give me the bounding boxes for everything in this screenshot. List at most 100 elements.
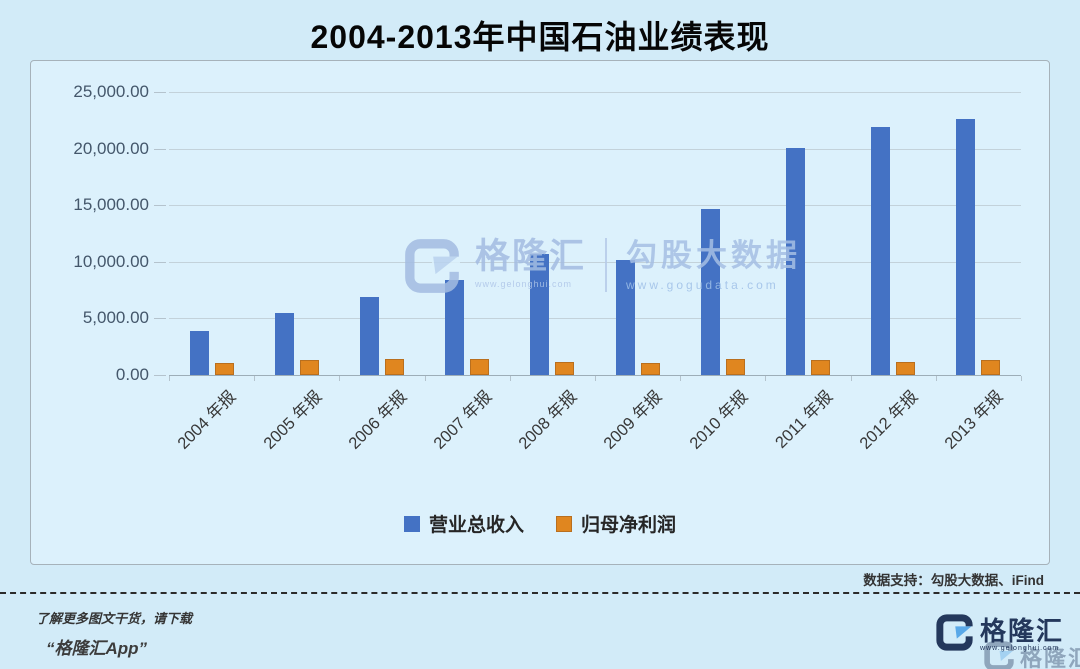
revenue-bar-2005 xyxy=(274,312,294,375)
watermark-product: 勾股大数据 xyxy=(626,238,802,273)
y-tick-label: 15,000.00 xyxy=(73,195,149,215)
x-tick-mark xyxy=(765,376,767,381)
legend-label-revenue: 营业总收入 xyxy=(428,515,524,536)
x-axis-label: 2004 年报 xyxy=(174,387,240,453)
x-tick-mark xyxy=(1021,376,1022,381)
revenue-bar-2013 xyxy=(956,119,976,375)
footer-brand-ghost: 格隆汇 xyxy=(1019,645,1080,669)
y-tick-label: 10,000.00 xyxy=(73,251,149,271)
gridline xyxy=(169,318,1021,320)
y-tick-mark xyxy=(154,148,166,150)
bar-group-2008 xyxy=(510,92,595,375)
x-tick-mark xyxy=(424,376,426,381)
gridline xyxy=(169,261,1021,263)
y-tick-mark xyxy=(154,318,166,320)
x-tick-mark xyxy=(339,376,341,381)
chart-panel: 25,000.00 20,000.00 15,000.00 10,000.00 5,00… xyxy=(30,60,1050,565)
bar-group-2011 xyxy=(765,92,850,375)
bar-group-2012 xyxy=(851,92,936,375)
y-tick-label: 5,000.00 xyxy=(82,308,149,328)
legend-swatch-revenue xyxy=(403,515,420,532)
y-tick-label: 25,000.00 xyxy=(73,82,149,101)
bar-group-2005 xyxy=(254,92,339,375)
revenue-bar-2004 xyxy=(189,331,209,375)
watermark: 格隆汇 www.gelonghui.com 勾股大数据 www.gogudata… xyxy=(404,237,802,299)
legend-label-profit: 归母净利润 xyxy=(581,515,677,536)
x-axis-label: 2012 年报 xyxy=(856,387,922,453)
x-axis-label: 2011 年报 xyxy=(771,387,837,452)
x-tick-mark xyxy=(595,376,596,381)
x-tick-mark xyxy=(509,376,511,381)
footer-promo-line1: 了解更多图文干货，请下载 xyxy=(36,611,193,626)
profit-bar-2005 xyxy=(299,359,319,375)
bar-group-2010 xyxy=(680,92,765,375)
x-axis: 2004 年报 2005 年报 2006 年报 2007 年报 2008 年报 2009 … xyxy=(169,376,1022,516)
x-tick-mark xyxy=(935,376,937,381)
gridline xyxy=(169,205,1021,207)
footer-brand: 格隆汇 xyxy=(979,616,1064,646)
y-tick-mark xyxy=(154,205,166,207)
gelonghui-g-icon xyxy=(404,238,460,299)
bar-group-2007 xyxy=(425,92,510,375)
revenue-bar-2012 xyxy=(871,126,891,375)
x-tick-mark xyxy=(254,376,256,381)
x-tick-mark xyxy=(169,376,170,381)
profit-bar-2004 xyxy=(214,363,234,375)
chart-title: 2004-2013年中国石油业绩表现 xyxy=(310,19,770,55)
revenue-bar-2010 xyxy=(700,209,720,375)
footer-promo-line2: “格隆汇App” xyxy=(46,639,148,658)
dashed-divider xyxy=(0,592,1080,594)
profit-bar-2010 xyxy=(725,359,745,375)
watermark-divider xyxy=(605,238,608,292)
profit-bar-2012 xyxy=(896,361,916,375)
revenue-bar-2011 xyxy=(786,148,806,375)
x-axis-label: 2007 年报 xyxy=(430,387,496,453)
footer-promo: 了解更多图文干货，请下载 “格隆汇App” xyxy=(36,608,192,659)
x-tick-mark xyxy=(850,376,852,381)
y-tick-mark xyxy=(154,92,166,93)
x-axis-label: 2013 年报 xyxy=(941,387,1007,453)
gelonghui-g-icon xyxy=(936,614,973,656)
revenue-bar-2007 xyxy=(445,280,465,375)
watermark-brand-url: www.gelonghui.com xyxy=(475,278,573,289)
bars-container xyxy=(169,92,1021,375)
revenue-bar-2009 xyxy=(615,259,635,375)
x-axis-label: 2006 年报 xyxy=(344,387,411,453)
profit-bar-2013 xyxy=(981,360,1001,375)
bar-group-2009 xyxy=(595,92,680,375)
profit-bar-2008 xyxy=(555,362,575,375)
y-tick-mark xyxy=(154,261,166,263)
profit-bar-2006 xyxy=(385,358,404,375)
x-axis-line xyxy=(169,375,1021,376)
profit-bar-2007 xyxy=(470,358,490,375)
bar-group-2004 xyxy=(169,92,254,375)
x-axis-label: 2010 年报 xyxy=(685,387,752,453)
watermark-brand: 格隆汇 xyxy=(475,237,587,276)
gridline xyxy=(169,148,1021,150)
x-axis-label: 2005 年报 xyxy=(259,387,326,453)
legend-swatch-profit xyxy=(556,515,572,532)
legend: 营业总收入 归母净利润 xyxy=(31,510,1049,537)
plot-area xyxy=(169,92,1021,376)
y-tick-mark xyxy=(154,375,166,376)
profit-bar-2009 xyxy=(640,363,660,375)
y-axis: 25,000.00 20,000.00 15,000.00 10,000.00 5,00… xyxy=(31,82,169,384)
bar-group-2013 xyxy=(936,92,1021,375)
x-axis-label: 2009 年报 xyxy=(600,387,666,453)
x-tick-mark xyxy=(680,376,682,381)
bar-group-2006 xyxy=(339,92,424,375)
gelonghui-logo-ghost: 格隆汇 xyxy=(984,641,1080,669)
x-axis-label: 2008 年报 xyxy=(515,387,581,453)
gridline xyxy=(169,92,1021,93)
y-tick-label: 0.00 xyxy=(115,365,149,384)
data-source-note: 数据支持：勾股大数据、iFind xyxy=(863,573,1044,588)
revenue-bar-2006 xyxy=(360,297,379,375)
profit-bar-2011 xyxy=(811,359,831,375)
y-tick-label: 20,000.00 xyxy=(73,138,149,158)
watermark-product-url: www.gogudata.com xyxy=(626,277,779,292)
gelonghui-g-icon xyxy=(984,641,1014,669)
gelonghui-logo: 格隆汇 www.gelonghui.com xyxy=(936,614,1064,656)
footer-brand-url: www.gelonghui.com xyxy=(979,645,1060,652)
revenue-bar-2008 xyxy=(530,253,550,375)
